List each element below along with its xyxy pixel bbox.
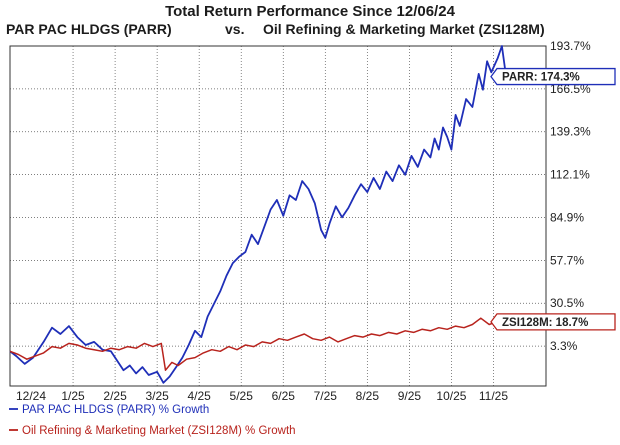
x-tick-label: 12/24: [16, 389, 46, 403]
parr-callout: PARR: 174.3%: [490, 67, 616, 86]
y-tick-label: 139.3%: [550, 125, 591, 139]
callouts: PARR: 174.3% ZSI128M: 18.7%: [490, 67, 616, 331]
legend-item-zsi128m: Oil Refining & Marketing Market (ZSI128M…: [9, 425, 296, 437]
x-tick-label: 3/25: [145, 389, 169, 403]
y-axis: 193.7% 166.5% 139.3% 112.1% 84.9% 57.7% 30.5% 3…: [550, 39, 591, 353]
legend-label: Oil Refining & Marketing Market (ZSI128M…: [22, 425, 296, 437]
x-tick-label: 8/25: [356, 389, 380, 403]
x-tick-label: 2/25: [103, 389, 127, 403]
chart-title-line1: Total Return Performance Since 12/06/24: [165, 3, 455, 20]
legend: PAR PAC HLDGS (PARR) % Growth Oil Refinin…: [9, 404, 296, 437]
callout-box: [490, 313, 616, 331]
x-tick-label: 5/25: [230, 389, 254, 403]
x-tick-label: 11/25: [479, 389, 508, 403]
x-axis: 12/24 1/25 2/25 3/25 4/25 5/25 6/25 7/25 8/25 9/2…: [16, 389, 508, 403]
chart-title-vs: vs.: [225, 21, 244, 37]
chart-title-zsi: Oil Refining & Marketing Market (ZSI128M…: [263, 21, 545, 37]
y-tick-label: 166.5%: [550, 82, 591, 96]
chart-title: Total Return Performance Since 12/06/24 …: [6, 3, 545, 37]
legend-item-parr: PAR PAC HLDGS (PARR) % Growth: [9, 404, 209, 416]
grid: [10, 45, 546, 386]
y-tick-label: 30.5%: [550, 296, 584, 310]
y-tick-label: 84.9%: [550, 210, 584, 224]
x-tick-label: 1/25: [61, 389, 85, 403]
y-tick-label: 112.1%: [550, 168, 590, 182]
x-tick-label: 9/25: [398, 389, 422, 403]
callout-box: [490, 67, 616, 86]
x-tick-label: 6/25: [272, 389, 296, 403]
x-tick-label: 4/25: [187, 389, 211, 403]
plot-frame: [9, 45, 547, 387]
chart-title-parr: PAR PAC HLDGS (PARR): [6, 21, 172, 37]
x-tick-label: 10/25: [436, 389, 466, 403]
parr-series-line: [9, 45, 507, 384]
legend-label: PAR PAC HLDGS (PARR) % Growth: [22, 404, 209, 416]
zsi128m-callout: ZSI128M: 18.7%: [490, 313, 616, 331]
callout-label: ZSI128M: 18.7%: [502, 317, 588, 329]
callout-label: PARR: 174.3%: [502, 72, 580, 84]
x-tick-label: 7/25: [314, 389, 338, 403]
zsi128m-series-line: [9, 317, 507, 371]
y-tick-label: 57.7%: [550, 253, 584, 267]
y-tick-label: 3.3%: [550, 339, 578, 353]
series-layer: [9, 45, 507, 384]
y-tick-label: 193.7%: [550, 39, 591, 53]
